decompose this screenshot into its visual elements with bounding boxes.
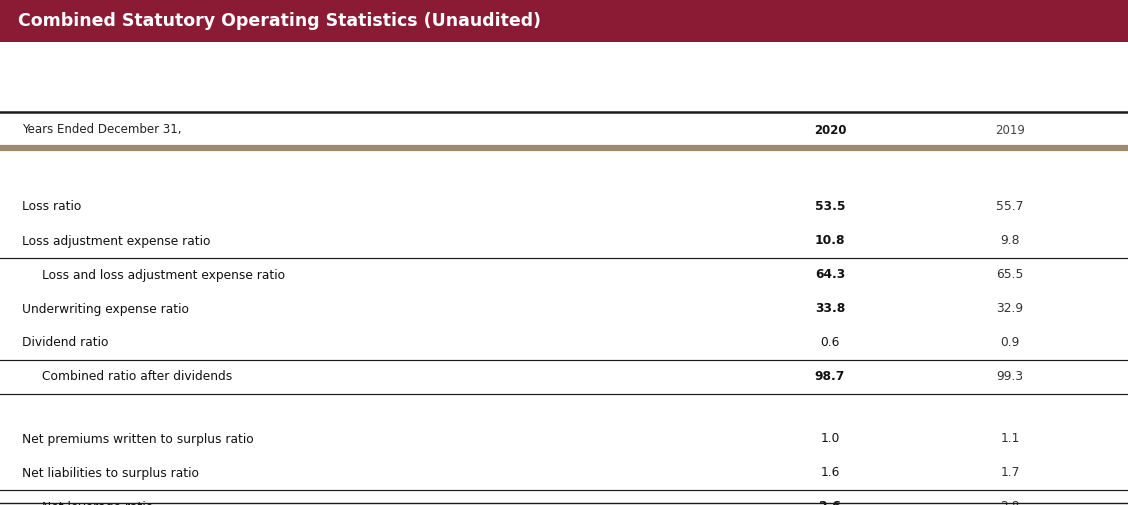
Text: Net premiums written to surplus ratio: Net premiums written to surplus ratio xyxy=(23,432,254,445)
Text: 99.3: 99.3 xyxy=(996,371,1023,383)
Text: 64.3: 64.3 xyxy=(814,269,845,281)
Text: Years Ended December 31,: Years Ended December 31, xyxy=(23,124,182,136)
Text: Loss adjustment expense ratio: Loss adjustment expense ratio xyxy=(23,234,211,247)
Text: 98.7: 98.7 xyxy=(814,371,845,383)
Text: 1.6: 1.6 xyxy=(820,467,839,480)
Text: Net leverage ratio: Net leverage ratio xyxy=(42,500,153,505)
Text: 1.1: 1.1 xyxy=(1001,432,1020,445)
Text: 2.6: 2.6 xyxy=(819,500,841,505)
Text: 1.0: 1.0 xyxy=(820,432,839,445)
Text: Underwriting expense ratio: Underwriting expense ratio xyxy=(23,302,190,316)
Text: Net liabilities to surplus ratio: Net liabilities to surplus ratio xyxy=(23,467,199,480)
Text: 1.7: 1.7 xyxy=(1001,467,1020,480)
Text: 33.8: 33.8 xyxy=(814,302,845,316)
Text: 9.8: 9.8 xyxy=(1001,234,1020,247)
Text: 2020: 2020 xyxy=(813,124,846,136)
Text: 0.6: 0.6 xyxy=(820,336,839,349)
Text: 2.8: 2.8 xyxy=(1001,500,1020,505)
Text: 55.7: 55.7 xyxy=(996,200,1024,214)
Text: 32.9: 32.9 xyxy=(996,302,1023,316)
Text: 0.9: 0.9 xyxy=(1001,336,1020,349)
Text: 53.5: 53.5 xyxy=(814,200,845,214)
Text: 10.8: 10.8 xyxy=(814,234,845,247)
Text: Loss ratio: Loss ratio xyxy=(23,200,81,214)
Text: Loss and loss adjustment expense ratio: Loss and loss adjustment expense ratio xyxy=(42,269,285,281)
Text: 2019: 2019 xyxy=(995,124,1025,136)
Text: Dividend ratio: Dividend ratio xyxy=(23,336,108,349)
Text: Combined ratio after dividends: Combined ratio after dividends xyxy=(42,371,232,383)
Text: 65.5: 65.5 xyxy=(996,269,1024,281)
Bar xyxy=(0,0,1128,42)
Text: Combined Statutory Operating Statistics (Unaudited): Combined Statutory Operating Statistics … xyxy=(18,12,541,30)
